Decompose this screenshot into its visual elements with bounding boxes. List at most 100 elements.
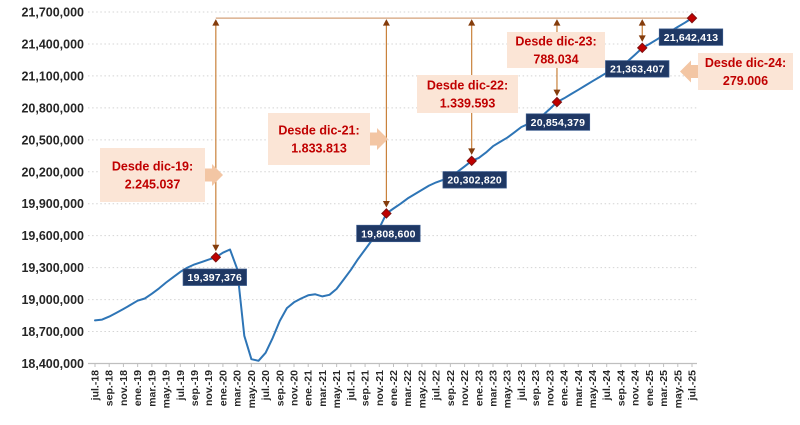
y-tick-label: 19,000,000 [21, 293, 84, 307]
annotation-line2: 2.245.037 [125, 178, 181, 192]
x-axis-labels: jul.-18 sep.-18 nov.-18 ene.-19 mar.-19 may.-… [90, 363, 699, 408]
x-tick-label: jul.-21 [345, 370, 357, 402]
measurement-arrows [212, 17, 688, 252]
y-tick-label: 21,100,000 [21, 69, 84, 83]
diamond-marker [466, 155, 477, 167]
x-tick-label: ene.-23 [473, 370, 485, 406]
x-tick-label: sep.-19 [189, 370, 201, 406]
value-label-box [442, 171, 507, 189]
x-tick-label: mar.-20 [232, 370, 244, 407]
annotation-box-desde-dic-23 [507, 32, 605, 68]
diamond-marker [551, 96, 563, 108]
arrowhead-down-icon [382, 200, 390, 208]
y-axis-labels: 18,400,000 18,700,000 19,000,000 19,300,000… [21, 6, 84, 372]
y-tick-label: 19,600,000 [21, 229, 84, 243]
x-tick-label: nov.-24 [630, 370, 642, 406]
annotation-line1: Desde dic-21: [278, 124, 359, 138]
value-label-box [658, 28, 724, 46]
value-label-box [182, 268, 247, 286]
x-tick-label: nov.-22 [459, 370, 471, 406]
y-tick-label: 20,800,000 [21, 101, 84, 115]
x-tick-label: nov.-23 [544, 370, 556, 406]
annotations: Desde dic-19: 2.245.037 Desde dic-21: 1.833… [100, 32, 793, 202]
x-tick-label: jul.-20 [260, 370, 272, 402]
x-tick-label: may.-24 [587, 370, 599, 408]
annotation-line2: 279.006 [723, 74, 768, 88]
arrowhead-down-icon [468, 148, 476, 155]
block-arrow-left-icon [680, 60, 698, 83]
data-line [94, 17, 693, 362]
x-tick-label: jul.-25 [687, 370, 699, 402]
annotation-box-desde-dic-21 [268, 113, 370, 165]
x-tick-label: ene.-20 [217, 370, 229, 406]
annotation-box-desde-dic-22 [417, 75, 518, 113]
arrowhead-up-icon [638, 19, 646, 26]
x-tick-label: jul.-23 [516, 370, 528, 402]
value-label-box [525, 113, 591, 131]
x-tick-label: may.-19 [161, 370, 173, 408]
x-tick-label: ene.-24 [559, 370, 571, 406]
x-tick-label: ene.-19 [132, 370, 144, 406]
x-tick-label: may.-21 [331, 370, 343, 408]
annotation-line2: 1.339.593 [440, 97, 496, 111]
block-arrow-right-icon [205, 164, 223, 186]
value-label-text: 20,854,379 [531, 117, 586, 129]
diamond-marker [210, 251, 222, 263]
y-tick-label: 18,400,000 [21, 357, 84, 371]
x-tick-label: may.-20 [246, 370, 258, 408]
arrowhead-up-icon [212, 19, 220, 26]
arrowhead-down-icon [212, 244, 220, 252]
x-tick-label: mar.-23 [488, 370, 500, 407]
x-tick-label: sep.-23 [530, 370, 542, 406]
y-tick-label: 20,200,000 [21, 165, 84, 179]
x-tick-label: jul.-18 [90, 370, 102, 402]
x-tick-label: jul.-19 [175, 370, 187, 402]
x-tick-label: may.-22 [416, 370, 428, 408]
value-label-box [605, 60, 670, 78]
arrowhead-down-icon [638, 35, 646, 42]
x-tick-label: nov.-21 [374, 370, 386, 406]
value-label-text: 21,363,407 [610, 64, 665, 76]
x-tick-label: mar.-21 [317, 370, 329, 407]
y-tick-label: 19,900,000 [21, 197, 84, 211]
diamond-marker [636, 42, 648, 54]
y-tick-label: 19,300,000 [21, 261, 84, 275]
x-tick-label: sep.-21 [360, 370, 372, 406]
x-tick-label: jul.-22 [431, 370, 443, 402]
x-tick-label: mar.-25 [658, 370, 670, 407]
value-labels: 19,397,376 19,808,600 20,302,820 20,854,379… [182, 28, 724, 286]
value-label-box [356, 224, 421, 243]
x-tick-label: ene.-21 [303, 370, 315, 406]
x-tick-label: may.-25 [672, 370, 684, 408]
x-tick-label: may.-23 [502, 370, 514, 408]
arrowhead-down-icon [553, 89, 561, 97]
x-tick-label: mar.-19 [146, 370, 158, 407]
annotation-line2: 788.034 [533, 53, 578, 67]
arrowhead-up-icon [553, 19, 561, 26]
data-markers [210, 12, 698, 263]
x-tick-label: sep.-20 [274, 370, 286, 406]
y-tick-label: 18,700,000 [21, 325, 84, 339]
x-tick-label: ene.-22 [388, 370, 400, 406]
block-arrow-right-icon [370, 128, 388, 150]
value-label-text: 21,642,413 [664, 32, 719, 44]
x-tick-label: mar.-22 [402, 370, 414, 407]
annotation-line1: Desde dic-24: [705, 56, 786, 70]
annotation-line1: Desde dic-23: [515, 35, 596, 49]
arrowhead-up-icon [468, 19, 476, 26]
x-tick-label: sep.-18 [104, 370, 116, 406]
x-tick-label: ene.-25 [644, 370, 656, 406]
annotation-line1: Desde dic-22: [427, 79, 508, 93]
diamond-marker [686, 12, 698, 24]
annotation-box-desde-dic-19 [100, 148, 205, 202]
x-tick-label: jul.-24 [601, 370, 613, 402]
annotation-line2: 1.833.813 [291, 142, 347, 156]
x-tick-label: sep.-22 [445, 370, 457, 406]
annotation-line1: Desde dic-19: [112, 160, 193, 174]
value-label-text: 20,302,820 [447, 175, 502, 187]
value-label-text: 19,808,600 [361, 228, 416, 240]
diamond-marker [381, 208, 392, 219]
x-tick-label: nov.-19 [203, 370, 215, 406]
